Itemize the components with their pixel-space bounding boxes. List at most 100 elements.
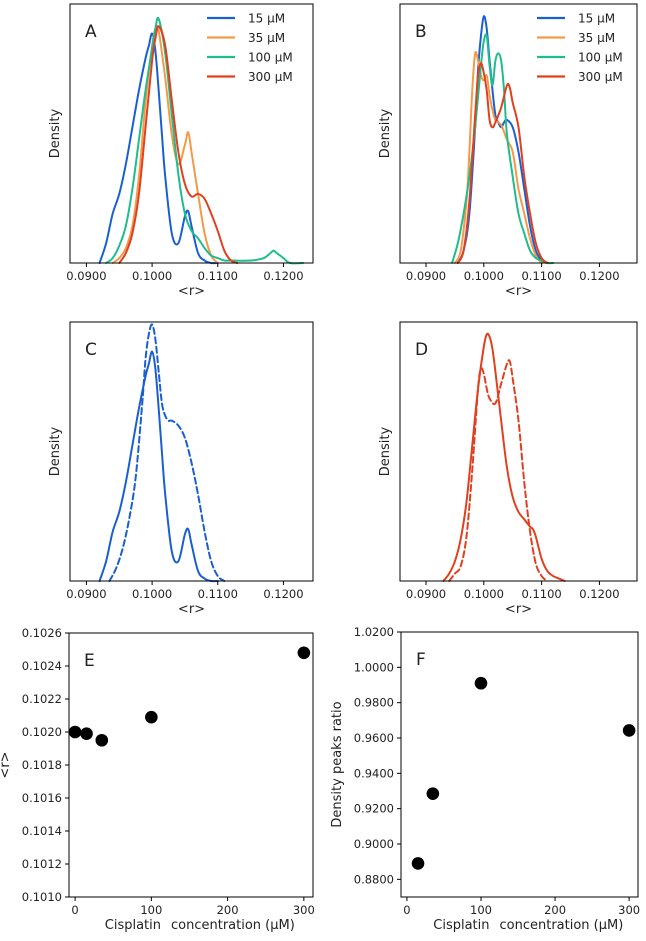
series-line-d-0 xyxy=(442,332,566,582)
panel-c: 0.0900 0.1000 0.1100 0.1200 <r> Density C xyxy=(48,321,314,617)
x-axis-label: concentration (µM) xyxy=(171,918,295,933)
series-line-b-1 xyxy=(453,50,543,264)
x-tick-label: 0.0900 xyxy=(66,269,106,283)
axes-frame xyxy=(69,321,314,582)
y-axis-label: Density xyxy=(378,108,393,158)
x-tick-label: 100 xyxy=(140,903,162,917)
legend-label: 15 µM xyxy=(248,12,285,26)
data-point xyxy=(474,676,488,690)
x-tick-label: 0 xyxy=(71,903,78,917)
y-tick-label: 0.8800 xyxy=(354,872,394,886)
data-point xyxy=(622,724,636,737)
data-point xyxy=(297,646,311,660)
x-tick-label: 0.1100 xyxy=(198,587,238,601)
series-line-b-3 xyxy=(456,62,549,264)
y-tick-label: 1.0200 xyxy=(354,625,394,639)
y-axis-label: <r> xyxy=(0,751,13,778)
x-tick-label: 0.1100 xyxy=(521,269,561,283)
legend: 15 µM 35 µM 100 µM 300 µM xyxy=(207,12,293,84)
axes-frame xyxy=(69,3,314,264)
y-tick-label: 0.1020 xyxy=(22,725,62,739)
series-line-a-3 xyxy=(118,25,239,264)
x-tick-label: 0.1000 xyxy=(464,587,504,601)
x-tick-label: 0.1100 xyxy=(521,587,561,601)
panel-a: 0.0900 0.1000 0.1100 0.1200 <r> Density A 15 µM… xyxy=(48,3,314,299)
series-line-d-1 xyxy=(448,359,549,582)
y-tick-label: 0.9200 xyxy=(354,802,394,816)
series-line-a-0 xyxy=(98,32,219,265)
x-tick-label: 0.0900 xyxy=(406,269,446,283)
panel-letter: F xyxy=(416,650,426,670)
series-line-c-0 xyxy=(98,350,219,583)
axes-frame xyxy=(68,632,314,898)
panel-letter: D xyxy=(415,340,428,360)
x-tick-label: 0.1200 xyxy=(263,587,303,601)
y-axis-label: Density xyxy=(378,426,393,476)
x-tick-label: 100 xyxy=(470,903,492,917)
axes-frame xyxy=(400,631,639,898)
panel-letter: B xyxy=(415,22,427,42)
data-point xyxy=(145,710,158,724)
y-tick-label: 0.1010 xyxy=(22,890,62,904)
x-tick-label: 0.0900 xyxy=(406,587,446,601)
legend-label: 15 µM xyxy=(578,12,615,26)
x-axis-label: Cisplatin xyxy=(105,918,161,933)
x-tick-label: 0.1000 xyxy=(132,587,172,601)
panel-b: 0.0900 0.1000 0.1100 0.1200 <r> Density B 15 µM… xyxy=(378,3,638,299)
data-point xyxy=(95,733,109,747)
y-axis-label: Density xyxy=(48,108,63,158)
y-tick-label: 0.1014 xyxy=(22,824,62,838)
legend-label: 35 µM xyxy=(578,31,615,45)
panel-f: 0 100 200 300 0.8800 0.9000 0.9200 0.9400 0.9600… xyxy=(330,625,640,933)
x-tick-label: 0 xyxy=(403,903,410,917)
x-tick-label: 0.1100 xyxy=(198,269,238,283)
x-tick-label: 200 xyxy=(544,903,566,917)
series-line-c-1 xyxy=(108,323,226,582)
panel-e: 0 100 200 300 0.1010 0.1012 0.1014 0.1016 0.1018… xyxy=(0,626,315,933)
legend-label: 100 µM xyxy=(578,51,623,65)
y-tick-label: 0.1012 xyxy=(22,857,62,871)
legend: 15 µM 35 µM 100 µM 300 µM xyxy=(537,12,623,84)
x-axis-label: <r> xyxy=(178,284,205,299)
legend-label: 35 µM xyxy=(248,31,285,45)
x-tick-label: 0.1000 xyxy=(132,269,172,283)
y-tick-label: 0.1016 xyxy=(22,791,62,805)
x-tick-label: 0.1000 xyxy=(464,269,504,283)
y-axis-label: Density xyxy=(48,426,63,476)
y-tick-label: 0.9400 xyxy=(354,766,394,780)
data-point xyxy=(80,727,93,740)
axes-frame xyxy=(399,321,638,582)
panel-letter: C xyxy=(85,340,97,360)
y-tick-label: 0.1024 xyxy=(22,659,62,673)
series-line-a-2 xyxy=(105,16,305,265)
panel-letter: E xyxy=(84,651,95,671)
y-tick-label: 0.1022 xyxy=(22,692,62,706)
y-tick-label: 1.0000 xyxy=(354,660,394,674)
data-point xyxy=(411,857,425,870)
y-tick-label: 0.9000 xyxy=(354,837,394,851)
x-tick-label: 200 xyxy=(217,903,239,917)
x-axis-label: <r> xyxy=(178,602,205,617)
series-line-b-0 xyxy=(456,15,549,264)
x-tick-label: 0.1200 xyxy=(579,269,619,283)
y-tick-label: 0.1026 xyxy=(22,626,62,640)
y-tick-label: 0.9800 xyxy=(354,696,394,710)
y-tick-label: 0.1018 xyxy=(22,758,62,772)
x-axis-label: <r> xyxy=(505,284,532,299)
data-point xyxy=(426,787,440,800)
axes-frame xyxy=(399,3,638,264)
legend-label: 100 µM xyxy=(248,51,293,65)
legend-label: 300 µM xyxy=(248,70,293,84)
x-axis-label: <r> xyxy=(505,602,532,617)
panel-letter: A xyxy=(85,22,97,42)
x-axis-label: Cisplatin xyxy=(433,918,489,933)
y-axis-label: Density peaks ratio xyxy=(330,701,345,827)
x-axis-label: concentration (µM) xyxy=(500,918,624,933)
x-tick-label: 300 xyxy=(618,903,640,917)
legend-label: 300 µM xyxy=(578,70,623,84)
x-tick-label: 300 xyxy=(293,903,315,917)
data-point xyxy=(68,725,82,739)
x-tick-label: 0.1200 xyxy=(263,269,303,283)
panel-d: 0.0900 0.1000 0.1100 0.1200 <r> Density D xyxy=(378,321,638,617)
